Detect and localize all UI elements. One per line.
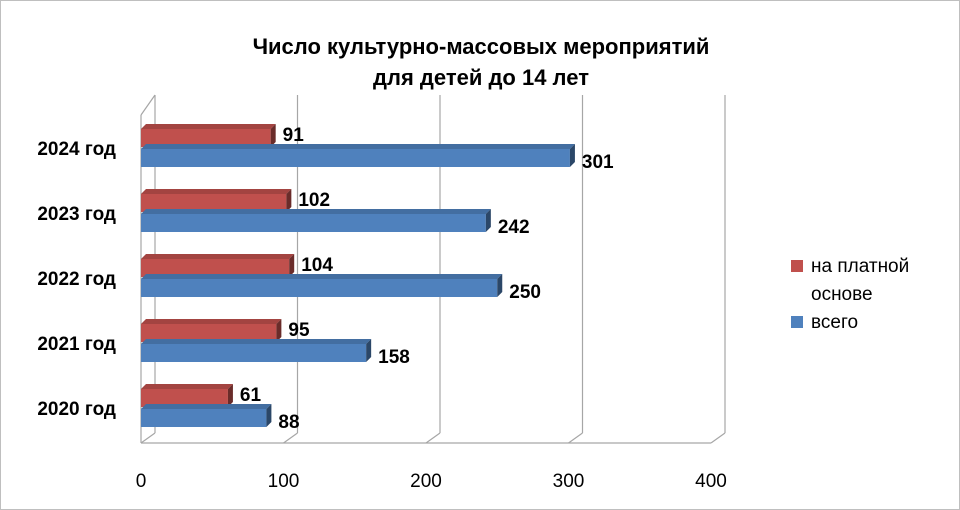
bar-paid-top [141, 319, 282, 324]
bar-total-side [366, 339, 372, 362]
bar-total-side [485, 209, 491, 232]
value-label-total: 242 [498, 217, 530, 238]
floor-gridline [283, 432, 298, 444]
legend-swatch-total [791, 316, 803, 328]
bar-total [141, 214, 486, 232]
legend-label-paid-line2: основе [811, 284, 873, 305]
chart-title-line2: для детей до 14 лет [373, 65, 589, 90]
bar-paid [141, 194, 287, 212]
x-tick-label: 400 [695, 471, 727, 492]
legend-item-total: всего [791, 309, 909, 337]
floor-gridline [710, 432, 726, 444]
bar-total-top [141, 144, 575, 149]
floor-gridline [568, 432, 583, 444]
bar-total [141, 344, 367, 362]
side-wall-top-edge [140, 94, 156, 116]
bar-paid [141, 389, 228, 407]
bar-paid [141, 259, 290, 277]
legend-swatch-paid [791, 260, 803, 272]
legend: на платной основе всего [791, 253, 909, 337]
bar-total-top [141, 339, 372, 344]
bar-total-side [497, 274, 503, 297]
bar-total [141, 409, 267, 427]
bar-total [141, 149, 570, 167]
bar-paid-side [227, 384, 233, 407]
bar-paid [141, 129, 271, 147]
x-tick-label: 300 [553, 471, 585, 492]
bar-total-top [141, 404, 272, 409]
bar-paid-side [270, 124, 276, 147]
bar-paid-top [141, 384, 233, 389]
category-label: 2020 год [37, 399, 116, 420]
category-label: 2021 год [37, 334, 116, 355]
bar-paid [141, 324, 277, 342]
x-tick-label: 0 [136, 471, 147, 492]
bar-paid-top [141, 124, 276, 129]
bar-total-top [141, 209, 491, 214]
legend-label-total: всего [811, 312, 859, 333]
legend-item-paid: на платной основе [791, 253, 909, 309]
bar-paid-top [141, 189, 292, 194]
x-tick-label: 200 [410, 471, 442, 492]
floor-gridline [425, 432, 441, 444]
category-label: 2022 год [37, 269, 116, 290]
bar-paid-side [276, 319, 282, 342]
value-label-total: 158 [378, 347, 410, 368]
chart-title: Число культурно-массовых мероприятий для… [121, 31, 841, 93]
value-label-total: 301 [582, 152, 614, 173]
category-label: 2023 год [37, 204, 116, 225]
chart-title-line1: Число культурно-массовых мероприятий [252, 34, 710, 59]
bar-total-side [266, 404, 272, 427]
legend-label-paid-line1: на платной [811, 256, 910, 277]
x-tick-label: 100 [268, 471, 300, 492]
bar-total [141, 279, 498, 297]
floor-gridline [140, 432, 156, 444]
value-label-total: 88 [278, 412, 299, 433]
value-label-paid: 61 [240, 385, 262, 406]
category-label: 2024 год [37, 139, 116, 160]
bar-paid-top [141, 254, 295, 259]
value-label-paid: 95 [288, 320, 310, 341]
value-label-paid: 104 [301, 255, 333, 276]
value-label-paid: 91 [283, 125, 305, 146]
bar-paid-side [286, 189, 292, 212]
value-label-paid: 102 [298, 190, 330, 211]
value-label-total: 250 [509, 282, 541, 303]
bar-total-side [569, 144, 575, 167]
bar-paid-side [289, 254, 295, 277]
bar-total-top [141, 274, 503, 279]
